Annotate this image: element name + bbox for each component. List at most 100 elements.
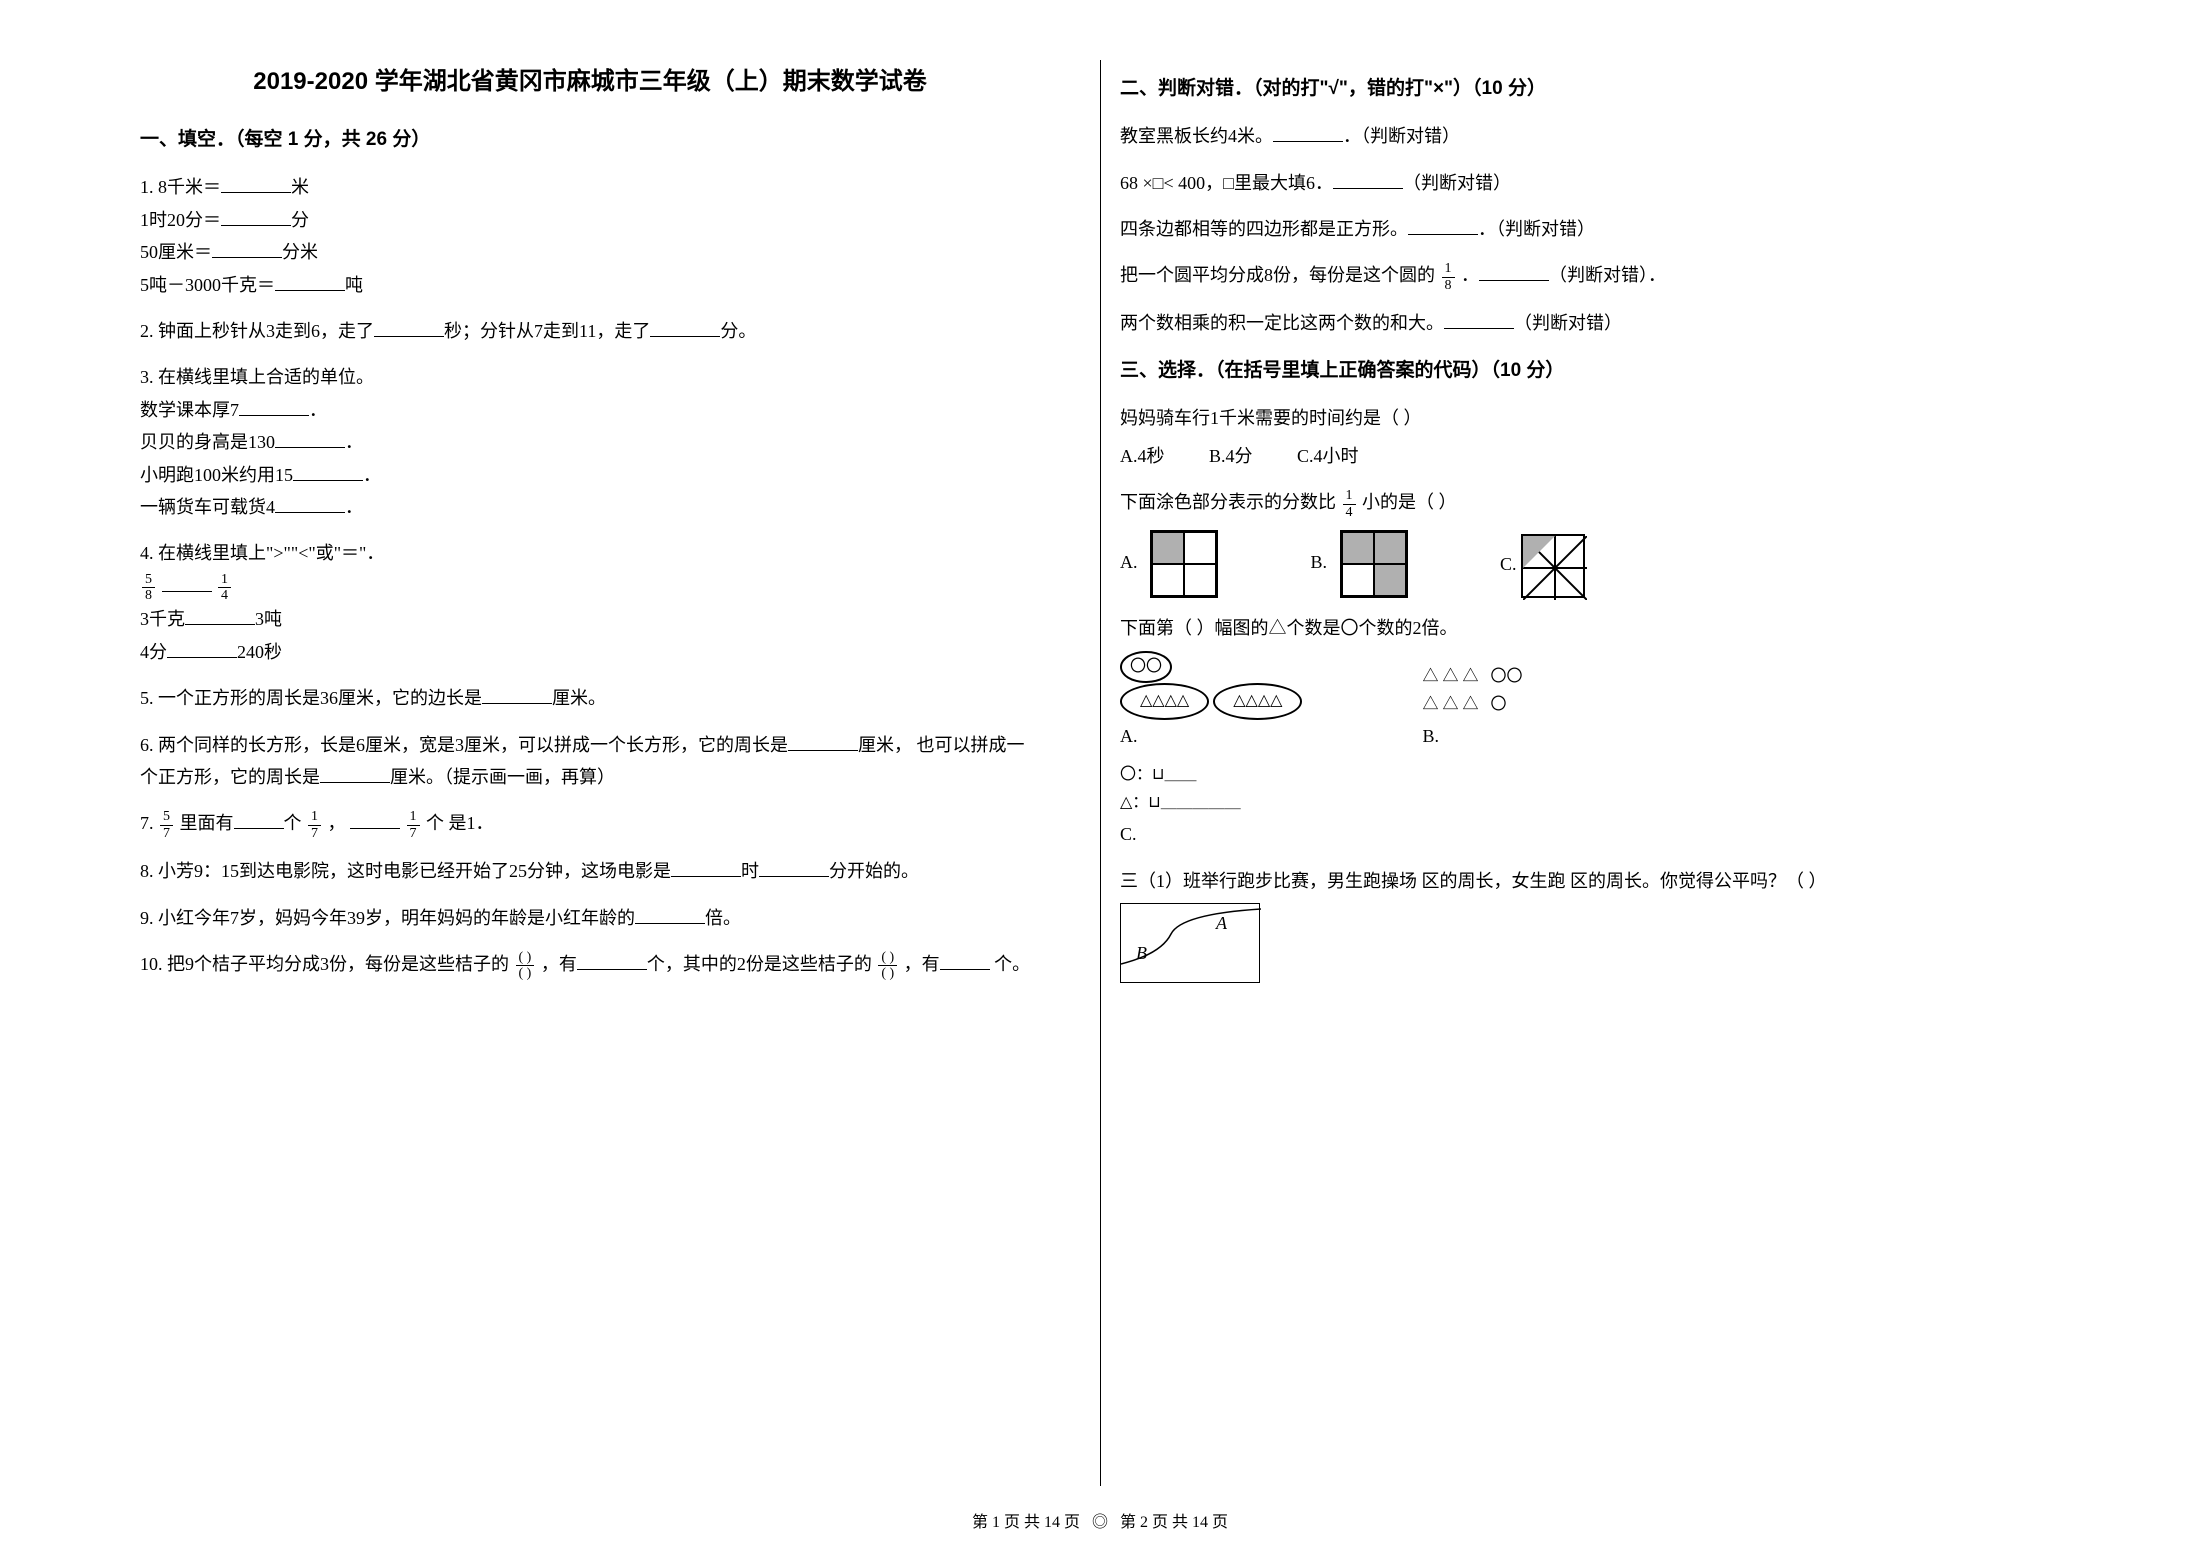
svg-text:A: A: [1215, 913, 1228, 933]
blank: [671, 856, 741, 878]
q7c: 个: [284, 813, 302, 833]
num: 1: [407, 809, 420, 825]
q4: 4. 在横线里填上">""<"或"＝"． 58 14 3千克3吨 4分240秒: [140, 537, 1040, 668]
section-2-header: 二、判断对错．（对的打"√"，错的打"×"）（10 分）: [1120, 72, 2060, 106]
footer-p1: 第 1 页 共 14 页: [972, 1514, 1080, 1531]
blank: [1479, 260, 1549, 282]
q1-l1a: 1. 8千米＝: [140, 177, 221, 197]
s3q4: 三（1）班举行跑步比赛，男生跑操场 区的周长，女生跑 区的周长。你觉得公平吗？（…: [1120, 865, 2060, 983]
shapes-b2-icon: △ △ △ 〇: [1422, 691, 1522, 720]
blank: [650, 315, 720, 337]
blank: [239, 394, 309, 416]
opt-b-label: B.: [1422, 726, 1439, 746]
q2c: 分。: [720, 321, 756, 341]
blank: [940, 948, 990, 970]
q4l3a: 4分: [140, 642, 167, 662]
fraction: 14: [218, 572, 231, 604]
s3q2: 下面涂色部分表示的分数比 14 小的是（ ） A. B.: [1120, 486, 2060, 598]
den: ( ): [878, 966, 897, 981]
s2q1b: ．（判断对错）: [1343, 126, 1460, 146]
s3q2t2: 小的是（ ）: [1362, 492, 1457, 512]
q1-l4a: 5吨－3000千克＝: [140, 275, 275, 295]
q3l1: 数学课本厚7: [140, 400, 239, 420]
den: 7: [160, 826, 173, 841]
num: 1: [308, 809, 321, 825]
s2q3a: 四条边都相等的四边形都是正方形。: [1120, 219, 1408, 239]
diag-box-icon: [1521, 534, 1585, 598]
q1-l2b: 分: [291, 210, 309, 230]
fraction: ( )( ): [878, 950, 897, 982]
blank: [482, 683, 552, 705]
blank: [1333, 167, 1403, 189]
q8a: 8. 小芳9：15到达电影院，这时电影已经开始了25分钟，这场电影是: [140, 861, 671, 881]
grid-a-icon: [1150, 530, 1218, 598]
shapes-a-icon: 〇〇: [1120, 651, 1302, 684]
s2q4b: ．: [1461, 265, 1479, 285]
q3: 3. 在横线里填上合适的单位。 数学课本厚7． 贝贝的身高是130． 小明跑10…: [140, 361, 1040, 523]
q10: 10. 把9个桔子平均分成3份，每份是这些桔子的 ( )( ) ，有个，其中的2…: [140, 948, 1040, 982]
q2a: 2. 钟面上秒针从3走到6，走了: [140, 321, 374, 341]
shapes-b-icon: △ △ △ 〇〇: [1422, 663, 1522, 692]
q8: 8. 小芳9：15到达电影院，这时电影已经开始了25分钟，这场电影是 时 分开始的。: [140, 855, 1040, 887]
q10b: ，有: [541, 954, 577, 974]
blank: [759, 856, 829, 878]
s3q3t: 下面第（ ）幅图的△个数是〇个数的2倍。: [1120, 612, 2060, 644]
q4l2b: 3吨: [255, 609, 282, 629]
q5b: 厘米。: [552, 688, 606, 708]
q8b: 时: [741, 861, 759, 881]
shapes-c-icon: 〇：⊔＿＿ △：⊔＿＿＿＿＿: [1120, 761, 2060, 819]
q6b: 厘米，: [858, 735, 912, 755]
column-divider: [1100, 60, 1101, 1486]
q10a: 10. 把9个桔子平均分成3份，每份是这些桔子的: [140, 954, 509, 974]
s2q2a: 68 ×□< 400，□里最大填6．: [1120, 173, 1333, 193]
blank: [221, 204, 291, 226]
opt-b: B.4分: [1209, 440, 1253, 472]
q3l3: 小明跑100米约用15: [140, 465, 293, 485]
blank: [1273, 121, 1343, 143]
num: 5: [142, 572, 155, 588]
q7: 7. 57 里面有个 17 ， 17 个 是1．: [140, 807, 1040, 841]
q3l3e: ．: [363, 465, 381, 485]
den: 7: [407, 826, 420, 841]
blank: [234, 808, 284, 830]
s2q5a: 两个数相乘的积一定比这两个数的和大。: [1120, 313, 1444, 333]
q7e: 个 是1．: [426, 813, 494, 833]
q8c: 分开始的。: [829, 861, 919, 881]
fraction: 17: [407, 809, 420, 841]
s2q2b: （判断对错）: [1403, 173, 1511, 193]
blank: [1408, 213, 1478, 235]
num: ( ): [878, 950, 897, 966]
q7d: ，: [328, 813, 346, 833]
q9: 9. 小红今年7岁，妈妈今年39岁，明年妈妈的年龄是小红年龄的倍。: [140, 902, 1040, 934]
blank: [635, 902, 705, 924]
q7a: 7.: [140, 813, 158, 833]
q2b: 秒；分针从7走到11，走了: [444, 321, 650, 341]
opt-a-label: A.: [1120, 726, 1138, 746]
blank: [221, 172, 291, 194]
s3q3: 下面第（ ）幅图的△个数是〇个数的2倍。 〇〇 △△△△△△△△ A. △ △ …: [1120, 612, 2060, 850]
s3q1t: 妈妈骑车行1千米需要的时间约是（ ）: [1120, 402, 2060, 434]
blank: [212, 237, 282, 259]
s3q2t: 下面涂色部分表示的分数比: [1120, 492, 1336, 512]
q1-l2a: 1时20分＝: [140, 210, 221, 230]
q3l4: 一辆货车可载货4: [140, 497, 275, 517]
fraction: 14: [1343, 488, 1356, 520]
q4h: 4. 在横线里填上">""<"或"＝"．: [140, 537, 1040, 569]
q4l3b: 240秒: [237, 642, 282, 662]
den: 4: [1343, 505, 1356, 520]
footer-sep: ◎: [1092, 1514, 1108, 1531]
q4l2a: 3千克: [140, 609, 185, 629]
exam-title: 2019-2020 学年湖北省黄冈市麻城市三年级（上）期末数学试卷: [140, 60, 1040, 103]
q10e: 个。: [994, 954, 1030, 974]
q1-l4b: 吨: [345, 275, 363, 295]
fraction: 57: [160, 809, 173, 841]
opt-c-label: C.: [1500, 554, 1517, 574]
q6a: 6. 两个同样的长方形，长是6厘米，宽是3厘米，可以拼成一个长方形，它的周长是: [140, 735, 788, 755]
q1: 1. 8千米＝米 1时20分＝分 50厘米＝分米 5吨－3000千克＝吨: [140, 171, 1040, 301]
section-1-header: 一、填空．（每空 1 分，共 26 分）: [140, 123, 1040, 157]
blank: [275, 269, 345, 291]
q10d: ，有: [904, 954, 940, 974]
q1-l3a: 50厘米＝: [140, 242, 212, 262]
q1-l3b: 分米: [282, 242, 318, 262]
fraction: 18: [1442, 261, 1455, 293]
